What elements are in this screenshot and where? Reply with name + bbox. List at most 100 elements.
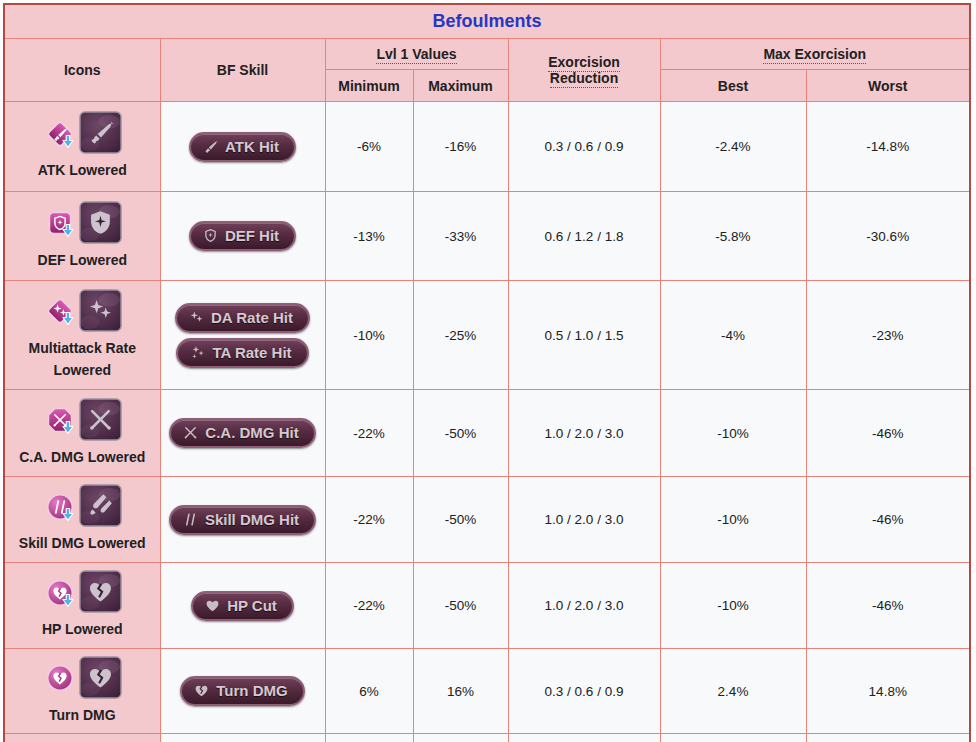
spark2-large-icon[interactable] — [79, 289, 122, 336]
status-label: Skill DMG Lowered — [7, 533, 158, 555]
table-row: Turn DMG Turn DMG 6% 16% 0.3 / 0.6 / 0.9… — [4, 649, 970, 734]
column-header-exorcision-reduction: Exorcision Reduction — [508, 39, 660, 102]
skill-badge-label: ATK Hit — [225, 138, 279, 155]
minimum-value-cell: 6% — [325, 649, 413, 734]
maximum-value-cell: -50% — [413, 563, 508, 649]
bf-skill-cell: Debuff S. Hit — [160, 734, 325, 742]
shield-star-large-icon[interactable] — [79, 201, 122, 248]
worst-value-cell: -46% — [806, 477, 970, 563]
skill-badge-stack: DA Rate Hit TA Rate Hit — [165, 303, 321, 368]
skill-badge[interactable]: C.A. DMG Hit — [169, 418, 315, 448]
status-label: C.A. DMG Lowered — [7, 447, 158, 469]
bheart-status-icon[interactable] — [43, 661, 77, 697]
skill-badge-stack: Turn DMG — [165, 676, 321, 706]
bf-skill-cell: Turn DMG — [160, 649, 325, 734]
column-header-worst: Worst — [806, 70, 970, 102]
lvl1-values-tooltip[interactable]: Lvl 1 Values — [376, 46, 456, 64]
table-row: HP Lowered HP Cut -22% -50% 1.0 / 2.0 / … — [4, 563, 970, 649]
table-row: Multiattack Rate Lowered DA Rate Hit TA R… — [4, 281, 970, 390]
exorcision-reduction-cell: 1.0 / 2.0 / 3.0 — [508, 477, 660, 563]
minimum-value-cell: -10% — [325, 281, 413, 390]
table-row: Skill DMG Lowered Skill DMG Hit -22% -50… — [4, 477, 970, 563]
maximum-value-cell: -33% — [413, 192, 508, 281]
exorcision-reduction-cell: 0.3 / 0.6 / 0.9 — [508, 102, 660, 192]
skill-badge-stack: HP Cut — [165, 591, 321, 621]
status-icons-cell: HP Lowered — [4, 563, 160, 649]
status-icon-pair — [7, 111, 158, 158]
column-header-lvl1-values: Lvl 1 Values — [325, 39, 508, 70]
shield-status-icon[interactable] — [43, 206, 77, 242]
spark2-icon — [189, 310, 204, 325]
bheart-icon — [194, 683, 209, 698]
sword-icon — [203, 139, 218, 154]
status-icon-pair — [7, 398, 158, 445]
skill-badge[interactable]: ATK Hit — [189, 132, 296, 162]
status-label: ATK Lowered — [7, 160, 158, 182]
status-icons-cell: Multiattack Rate Lowered — [4, 281, 160, 390]
minimum-value-cell: -6% — [325, 734, 413, 742]
table-row: DEF Lowered DEF Hit -13% -33% 0.6 / 1.2 … — [4, 192, 970, 281]
befoulments-table: Befoulments Icons BF Skill Lvl 1 Values … — [3, 3, 971, 742]
worst-value-cell: -14.8% — [806, 102, 970, 192]
dagger2-large-icon[interactable] — [79, 484, 122, 531]
skill-badge[interactable]: DEF Hit — [189, 221, 296, 251]
spark3-icon — [190, 345, 205, 360]
shield-icon — [203, 228, 218, 243]
xswords-large-icon[interactable] — [79, 398, 122, 445]
worst-value-cell: -14.8% — [806, 734, 970, 742]
exorcision-reduction-cell: 1.0 / 2.0 / 3.0 — [508, 563, 660, 649]
max-exorcision-tooltip[interactable]: Max Exorcision — [763, 46, 866, 64]
column-header-bf-skill: BF Skill — [160, 39, 325, 102]
maximum-value-cell: -50% — [413, 477, 508, 563]
spark2-status-icon[interactable] — [43, 294, 77, 330]
status-icon-pair — [7, 289, 158, 336]
maximum-value-cell: -16% — [413, 102, 508, 192]
sword-status-icon[interactable] — [43, 117, 77, 153]
skill-badge-label: HP Cut — [227, 597, 277, 614]
skill-badge[interactable]: Turn DMG — [180, 676, 304, 706]
column-header-max-exorcision: Max Exorcision — [660, 39, 970, 70]
bf-skill-cell: ATK Hit — [160, 102, 325, 192]
status-icon-pair — [7, 484, 158, 531]
skill-badge-stack: DEF Hit — [165, 221, 321, 251]
table-row: Debuff Success Rate Lowered Debuff S. Hi… — [4, 734, 970, 742]
skill-badge-stack: Skill DMG Hit — [165, 505, 321, 535]
page-title: Befoulments — [4, 4, 970, 39]
xswords-status-icon[interactable] — [43, 403, 77, 439]
best-value-cell: -5.8% — [660, 192, 806, 281]
maximum-value-cell: -16% — [413, 734, 508, 742]
worst-value-cell: -46% — [806, 563, 970, 649]
status-icons-cell: Turn DMG — [4, 649, 160, 734]
skill-badge[interactable]: HP Cut — [191, 591, 294, 621]
worst-value-cell: -23% — [806, 281, 970, 390]
bheart-large-icon[interactable] — [79, 656, 122, 703]
sword-large-icon[interactable] — [79, 111, 122, 158]
reduction-tooltip[interactable]: Reduction — [550, 70, 618, 88]
skill-badge[interactable]: Skill DMG Hit — [169, 505, 316, 535]
bf-skill-cell: HP Cut — [160, 563, 325, 649]
bf-skill-cell: DEF Hit — [160, 192, 325, 281]
dslash-status-icon[interactable] — [43, 490, 77, 526]
bf-skill-cell: DA Rate Hit TA Rate Hit — [160, 281, 325, 390]
dslash-icon — [183, 512, 198, 527]
skill-badge[interactable]: DA Rate Hit — [175, 303, 310, 333]
maximum-value-cell: 16% — [413, 649, 508, 734]
skill-badge-stack: C.A. DMG Hit — [165, 418, 321, 448]
status-icons-cell: DEF Lowered — [4, 192, 160, 281]
bf-skill-cell: Skill DMG Hit — [160, 477, 325, 563]
minimum-value-cell: -22% — [325, 563, 413, 649]
status-label: Turn DMG — [7, 705, 158, 727]
skill-badge[interactable]: TA Rate Hit — [176, 338, 308, 368]
bheart-large-icon[interactable] — [79, 570, 122, 617]
column-header-maximum: Maximum — [413, 70, 508, 102]
skill-badge-stack: ATK Hit — [165, 132, 321, 162]
table-row: ATK Lowered ATK Hit -6% -16% 0.3 / 0.6 /… — [4, 102, 970, 192]
bheart-status-icon[interactable] — [43, 576, 77, 612]
skill-badge-label: C.A. DMG Hit — [205, 424, 298, 441]
exorcision-reduction-cell: 0.6 / 1.2 / 1.8 — [508, 192, 660, 281]
bf-skill-cell: C.A. DMG Hit — [160, 390, 325, 477]
status-label: DEF Lowered — [7, 250, 158, 272]
skill-badge-label: Skill DMG Hit — [205, 511, 299, 528]
column-header-best: Best — [660, 70, 806, 102]
status-label: HP Lowered — [7, 619, 158, 641]
